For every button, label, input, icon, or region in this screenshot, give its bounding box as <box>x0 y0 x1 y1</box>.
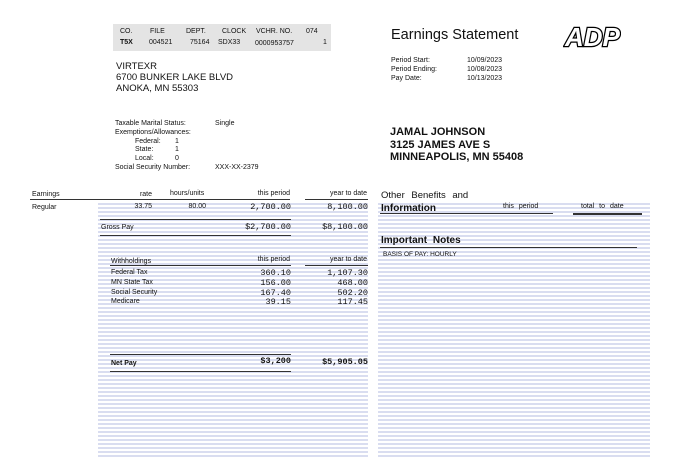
net-pay-period: $3,200 <box>260 356 291 366</box>
state-value: 1 <box>175 146 179 154</box>
this-period-header: this period <box>257 190 290 197</box>
hdr-co-value: T5X <box>120 39 133 46</box>
employee-address1: 3125 JAMES AVE S <box>390 138 491 151</box>
federal-label: Federal: <box>135 137 161 145</box>
company-address2: ANOKA, MN 55303 <box>116 83 199 94</box>
withholding-period: 156.00 <box>260 277 291 288</box>
statement-title: Earnings Statement <box>391 27 519 43</box>
marital-value: Single <box>215 120 235 127</box>
hdr-vchr-value: 0000953757 <box>255 40 294 47</box>
pay-date: 10/13/2023 <box>467 74 503 82</box>
wh-ytd-header: year to date <box>330 256 367 263</box>
regular-ytd: 8,100.00 <box>327 202 368 212</box>
period-start: 10/09/2023 <box>467 57 503 64</box>
adp-logo-text: ADP <box>564 22 621 52</box>
hdr-074-value: 1 <box>323 39 327 46</box>
gross-pay-ytd: $8,100.00 <box>322 222 368 232</box>
important-notes-text: BASIS OF PAY: HOURLY <box>383 251 457 258</box>
exemptions-label: Exemptions/Allowances: <box>115 128 191 136</box>
earnings-stripes <box>98 203 368 459</box>
ytd-header: year to date <box>330 190 367 197</box>
important-notes-title: Important Notes <box>381 235 461 246</box>
ssn-value: XXX-XX-2379 <box>215 163 259 171</box>
regular-rate: 33.75 <box>134 203 152 210</box>
hdr-vchr-label: VCHR. NO. <box>256 28 293 35</box>
hdr-074-label: 074 <box>306 28 318 35</box>
tax-info: Taxable Marital Status: Single Exemptions… <box>115 120 259 173</box>
rate-header: rate <box>139 191 152 198</box>
hdr-co-label: CO. <box>120 28 133 35</box>
withholding-period: 167.40 <box>260 287 291 298</box>
benefits-this-period-header: this period <box>503 203 539 210</box>
regular-period: 2,700.00 <box>250 202 291 212</box>
hdr-dept-value: 75164 <box>190 39 210 46</box>
pay-date-label: Pay Date: <box>391 74 422 82</box>
adp-logo: ADP <box>563 22 621 52</box>
net-pay-label: Net Pay <box>111 360 137 367</box>
withholding-label: Social Security <box>111 288 158 296</box>
hdr-file-value: 004521 <box>149 39 173 46</box>
local-value: 0 <box>175 155 179 163</box>
federal-value: 1 <box>175 137 179 145</box>
withholding-ytd: 468.00 <box>337 277 368 288</box>
period-info: Period Start: 10/09/2023 Period Ending: 10… <box>391 57 502 83</box>
withholding-ytd: 502.20 <box>337 287 368 298</box>
withholdings-header: Withholdings <box>111 258 152 265</box>
ssn-label: Social Security Number: <box>115 163 191 171</box>
withholding-ytd: 117.45 <box>337 297 368 308</box>
withholding-ytd: 1,107.30 <box>327 268 368 278</box>
regular-label: Regular <box>32 204 57 211</box>
hdr-clock-label: CLOCK <box>222 28 247 35</box>
withholding-label: Federal Tax <box>111 269 148 276</box>
net-pay-ytd: $5,905.05 <box>322 357 368 367</box>
period-end: 10/08/2023 <box>467 65 503 73</box>
withholding-period: 39.15 <box>265 297 291 308</box>
hdr-file-label: FILE <box>150 28 165 35</box>
withholding-period: 360.10 <box>260 268 291 278</box>
header-box <box>113 24 331 51</box>
company-name: VIRTEXR <box>116 61 158 72</box>
company-block: VIRTEXR 6700 BUNKER LAKE BLVD ANOKA, MN … <box>116 61 233 94</box>
local-label: Local: <box>135 155 154 163</box>
period-start-label: Period Start: <box>391 57 430 64</box>
marital-label: Taxable Marital Status: <box>115 120 186 127</box>
withholding-label: MN State Tax <box>111 278 153 286</box>
benefits-stripes <box>378 203 650 459</box>
company-address1: 6700 BUNKER LAKE BLVD <box>116 72 234 83</box>
wh-period-header: this period <box>257 256 290 263</box>
gross-pay-label: Gross Pay <box>101 224 134 231</box>
earnings-header: Earnings <box>32 191 60 198</box>
regular-hours: 80.00 <box>188 203 206 210</box>
state-label: State: <box>135 146 154 154</box>
withholding-label: Medicare <box>111 298 140 306</box>
hdr-clock-value: SDX33 <box>218 39 241 46</box>
gross-pay-period: $2,700.00 <box>245 222 291 232</box>
benefits-total-header: total to date <box>581 203 624 210</box>
period-end-label: Period Ending: <box>391 65 437 73</box>
hours-header: hours/units <box>170 190 205 197</box>
information-title: Information <box>381 203 436 214</box>
other-benefits-title: Other Benefits and <box>381 190 469 201</box>
employee-address2: MINNEAPOLIS, MN 55408 <box>390 151 524 163</box>
hdr-dept-label: DEPT. <box>186 28 206 35</box>
employee-name: JAMAL JOHNSON <box>390 126 486 138</box>
employee-block: JAMAL JOHNSON 3125 JAMES AVE S MINNEAPOL… <box>390 126 523 164</box>
